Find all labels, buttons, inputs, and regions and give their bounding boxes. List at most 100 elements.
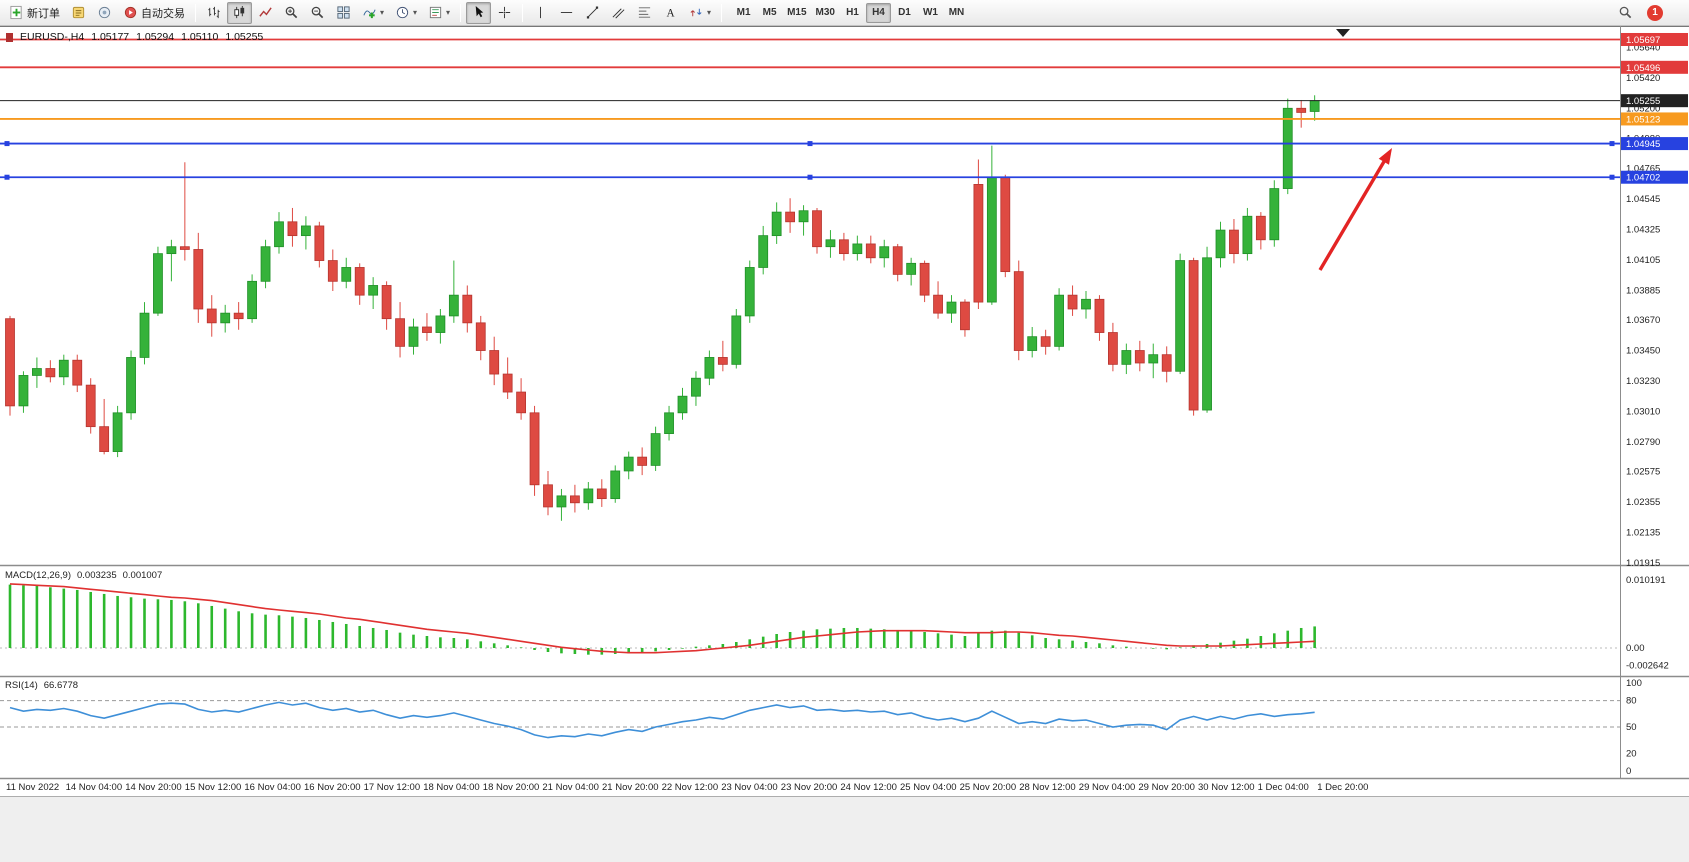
svg-text:1.05200: 1.05200	[1626, 103, 1660, 114]
trend-arrow-annotation[interactable]	[1318, 148, 1392, 271]
rsi-label: RSI(14) 66.6778	[5, 680, 78, 691]
svg-text:1.04945: 1.04945	[1626, 139, 1660, 150]
arrows-caret-icon: ▾	[707, 7, 712, 17]
panel-separators[interactable]	[0, 26, 1689, 780]
svg-text:1.05697: 1.05697	[1626, 35, 1660, 46]
svg-text:29 Nov 20:00: 29 Nov 20:00	[1138, 782, 1195, 793]
text-button[interactable]: A	[658, 2, 683, 24]
indicators-caret-icon: ▾	[380, 7, 385, 17]
templates-button[interactable]: ▾	[423, 2, 455, 24]
horizontal-line-button[interactable]	[554, 2, 579, 24]
arrows-button[interactable]: ▾	[684, 2, 716, 24]
svg-text:1.02575: 1.02575	[1626, 467, 1660, 478]
autotrading-button[interactable]: 自动交易	[118, 2, 190, 24]
svg-text:0: 0	[1626, 766, 1631, 777]
notification-badge[interactable]: 1	[1647, 4, 1663, 21]
line-chart-icon	[258, 5, 273, 20]
time-axis[interactable]: 11 Nov 2022 14 Nov 04:00 14 Nov 20:00 15 No…	[6, 782, 1368, 793]
ohlc-high: 1.05294	[136, 31, 175, 43]
svg-text:1.02355: 1.02355	[1626, 497, 1660, 508]
autotrading-icon	[123, 5, 138, 20]
svg-text:A: A	[666, 7, 675, 19]
timeframe-button-m1[interactable]: M1	[736, 7, 751, 18]
svg-text:50: 50	[1626, 722, 1637, 733]
hline-1.05697[interactable]: 1.05697	[0, 32, 1688, 46]
hline-1.05255[interactable]: 1.05255	[0, 94, 1688, 108]
zoom-in-icon	[284, 5, 299, 20]
svg-text:1.04765: 1.04765	[1626, 163, 1660, 174]
timeframe-button-h1[interactable]: H1	[846, 7, 859, 18]
hline-1.04702[interactable]: 1.04702	[0, 170, 1688, 184]
svg-text:16 Nov 20:00: 16 Nov 20:00	[304, 782, 361, 793]
ohlc-low: 1.05110	[181, 31, 219, 43]
navigator-button[interactable]	[92, 2, 117, 24]
hline-1.05496[interactable]: 1.05496	[0, 60, 1688, 74]
candlestick-button[interactable]	[227, 1, 252, 24]
timeframe-button-m30[interactable]: M30	[815, 7, 835, 18]
timeframe-button-m5[interactable]: M5	[762, 7, 777, 18]
timeframe-button-d1[interactable]: D1	[898, 7, 911, 18]
svg-text:1.04545: 1.04545	[1626, 194, 1660, 205]
svg-text:20: 20	[1626, 748, 1637, 759]
timeframe-button-m15[interactable]: M15	[787, 7, 807, 18]
bar-chart-icon	[206, 5, 221, 20]
bar-chart-button[interactable]	[201, 2, 226, 24]
timeframe-group: M1 M5 M15 M30 H1 H4 D1 W1 MN	[731, 2, 969, 23]
periods-button[interactable]: ▾	[390, 2, 422, 24]
timeframe-button-w1[interactable]: W1	[922, 7, 938, 18]
hline-1.05123[interactable]: 1.05123	[0, 112, 1688, 126]
indicators-button[interactable]: ▾	[357, 2, 389, 24]
templates-caret-icon: ▾	[446, 7, 451, 17]
hline-1.04945[interactable]: 1.04945	[0, 137, 1688, 151]
timeframe-button-h4[interactable]: H4	[865, 2, 891, 23]
svg-text:-0.002642: -0.002642	[1626, 661, 1669, 672]
svg-text:15 Nov 12:00: 15 Nov 12:00	[185, 782, 242, 793]
chart-window: 1.056401.054201.052001.049801.047651.045…	[0, 26, 1689, 796]
line-chart-button[interactable]	[253, 2, 278, 24]
tile-windows-button[interactable]	[331, 2, 356, 24]
search-button[interactable]	[1613, 2, 1638, 24]
expert-advisors-button[interactable]	[66, 2, 91, 24]
trendline-button[interactable]	[580, 2, 605, 24]
horizontal-line-icon	[559, 5, 574, 20]
chart-canvas[interactable]: 1.056401.054201.052001.049801.047651.045…	[0, 26, 1689, 796]
svg-text:17 Nov 12:00: 17 Nov 12:00	[364, 782, 421, 793]
svg-text:80: 80	[1626, 696, 1637, 707]
navigator-icon	[97, 5, 112, 20]
symbol-period-label: EURUSD-,H4	[20, 31, 85, 43]
vertical-line-icon	[533, 5, 548, 20]
arrows-icon	[689, 5, 704, 20]
svg-text:1.03450: 1.03450	[1626, 346, 1660, 357]
periods-icon	[395, 5, 410, 20]
svg-text:1 Dec 04:00: 1 Dec 04:00	[1258, 782, 1309, 793]
price-axis[interactable]: 1.056401.054201.052001.049801.047651.045…	[1626, 42, 1669, 777]
vertical-line-button[interactable]	[528, 2, 553, 24]
new-order-icon	[9, 5, 24, 20]
svg-text:1.05640: 1.05640	[1626, 42, 1660, 53]
zoom-in-button[interactable]	[279, 2, 304, 24]
cursor-button[interactable]	[466, 1, 492, 24]
fibonacci-button[interactable]	[632, 2, 657, 24]
toolbar: 新订单 自动交易 ▾	[0, 0, 1689, 26]
new-order-button[interactable]: 新订单	[4, 2, 65, 24]
toolbar-separator	[460, 3, 462, 22]
templates-icon	[428, 5, 443, 20]
channel-button[interactable]	[606, 2, 631, 24]
macd-name: MACD(12,26,9)	[5, 570, 71, 581]
candlestick-icon	[232, 5, 247, 20]
crosshair-button[interactable]	[492, 2, 517, 24]
search-icon	[1618, 5, 1633, 20]
svg-text:22 Nov 12:00: 22 Nov 12:00	[662, 782, 719, 793]
autotrading-label: 自动交易	[141, 7, 185, 20]
macd-label: MACD(12,26,9) 0.003235 0.001007	[5, 570, 162, 581]
chart-shift-marker[interactable]	[1336, 29, 1350, 37]
svg-text:14 Nov 20:00: 14 Nov 20:00	[125, 782, 182, 793]
svg-text:1.05255: 1.05255	[1626, 96, 1660, 107]
svg-text:1.03010: 1.03010	[1626, 406, 1660, 417]
toolbar-separator	[721, 3, 723, 22]
timeframe-button-mn[interactable]: MN	[948, 7, 965, 18]
svg-text:1.04702: 1.04702	[1626, 173, 1660, 184]
zoom-out-button[interactable]	[305, 2, 330, 24]
svg-text:23 Nov 04:00: 23 Nov 04:00	[721, 782, 778, 793]
